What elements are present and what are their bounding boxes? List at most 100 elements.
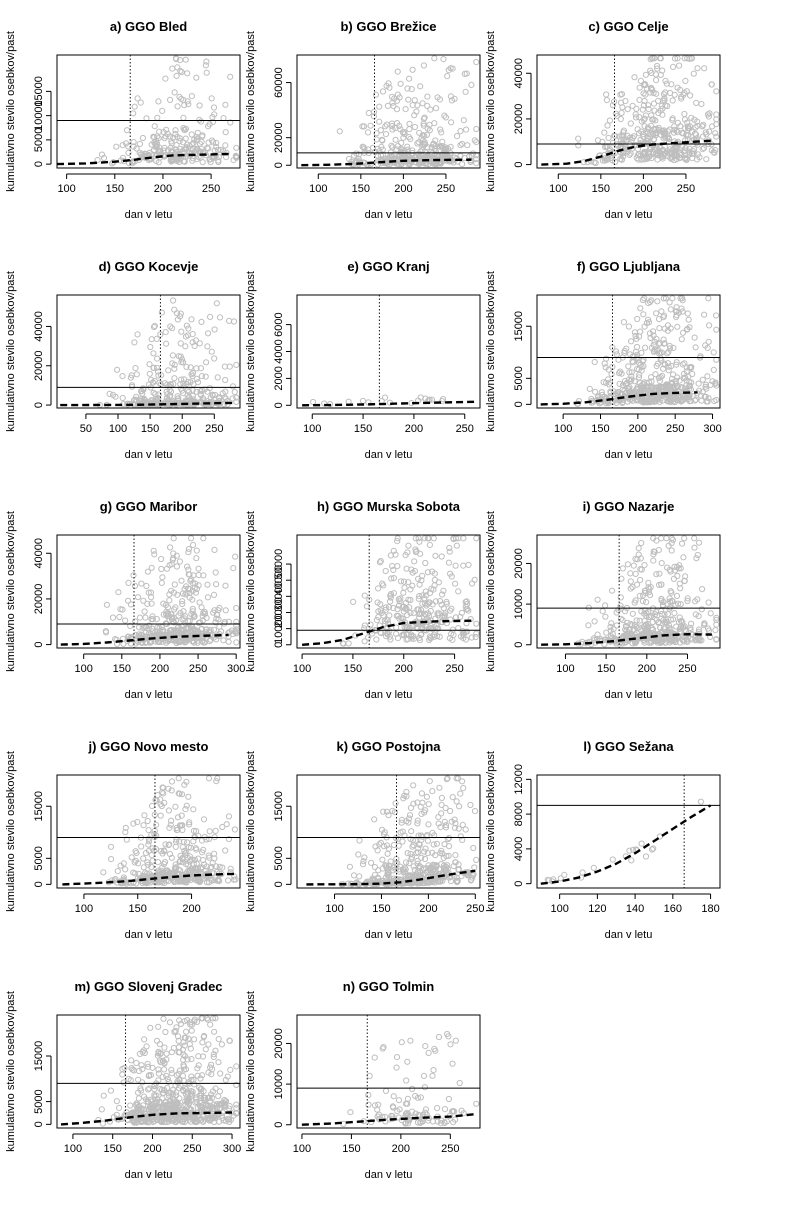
data-point bbox=[234, 640, 239, 645]
data-point bbox=[133, 366, 138, 371]
data-point bbox=[178, 341, 183, 346]
x-tick-label: 200 bbox=[405, 423, 423, 435]
data-point bbox=[200, 160, 205, 165]
x-tick-label: 200 bbox=[151, 663, 169, 675]
data-point bbox=[474, 1101, 479, 1106]
x-tick-label: 250 bbox=[678, 663, 696, 675]
y-tick-label: 0 bbox=[513, 881, 525, 887]
data-point bbox=[620, 618, 625, 623]
x-tick-label: 160 bbox=[664, 903, 682, 915]
data-point bbox=[627, 848, 632, 853]
data-point bbox=[709, 82, 714, 87]
data-point bbox=[171, 298, 176, 303]
y-tick-label: 0 bbox=[33, 881, 45, 887]
data-point bbox=[393, 801, 398, 806]
data-point bbox=[206, 1042, 211, 1047]
data-point bbox=[206, 776, 211, 781]
data-point bbox=[351, 599, 356, 604]
data-point bbox=[602, 130, 607, 135]
data-point bbox=[713, 131, 718, 136]
data-point bbox=[694, 100, 699, 105]
data-point bbox=[450, 1061, 455, 1066]
data-point bbox=[433, 553, 438, 558]
data-point bbox=[472, 809, 477, 814]
data-point bbox=[128, 1103, 133, 1108]
data-point bbox=[427, 542, 432, 547]
data-point bbox=[149, 337, 154, 342]
x-tick-label: 200 bbox=[634, 183, 652, 195]
data-point bbox=[614, 623, 619, 628]
data-point bbox=[690, 371, 695, 376]
data-point bbox=[607, 118, 612, 123]
data-point bbox=[154, 1038, 159, 1043]
data-point bbox=[170, 66, 175, 71]
data-point bbox=[385, 851, 390, 856]
data-point bbox=[223, 143, 228, 148]
data-point bbox=[683, 78, 688, 83]
data-point bbox=[129, 1058, 134, 1063]
data-point bbox=[457, 1080, 462, 1085]
plot-box bbox=[297, 295, 480, 408]
data-point bbox=[136, 1096, 141, 1101]
x-tick-label: 100 bbox=[303, 423, 321, 435]
data-point bbox=[416, 576, 421, 581]
data-point bbox=[172, 376, 177, 381]
data-point bbox=[465, 143, 470, 148]
y-tick-label: 0 bbox=[33, 402, 45, 408]
data-point bbox=[474, 536, 479, 541]
x-tick-label: 150 bbox=[597, 663, 615, 675]
data-point bbox=[170, 353, 175, 358]
data-point bbox=[230, 384, 235, 389]
data-point bbox=[351, 873, 356, 878]
data-point bbox=[412, 124, 417, 129]
data-point bbox=[420, 101, 425, 106]
data-point bbox=[190, 370, 195, 375]
data-point bbox=[626, 324, 631, 329]
data-point bbox=[357, 838, 362, 843]
data-point bbox=[591, 865, 596, 870]
data-point bbox=[447, 545, 452, 550]
y-tick-label: 20000 bbox=[33, 350, 45, 381]
data-point bbox=[217, 315, 222, 320]
data-point bbox=[194, 376, 199, 381]
data-point bbox=[630, 611, 635, 616]
data-point bbox=[203, 1047, 208, 1052]
y-tick-label: 0 bbox=[513, 642, 525, 648]
y-tick-label: 40000 bbox=[33, 311, 45, 342]
x-tick-label: 100 bbox=[293, 663, 311, 675]
data-point bbox=[164, 341, 169, 346]
scatter-points bbox=[576, 56, 719, 166]
data-point bbox=[164, 566, 169, 571]
data-point bbox=[423, 1044, 428, 1049]
data-point bbox=[208, 314, 213, 319]
data-point bbox=[610, 857, 615, 862]
data-point bbox=[407, 127, 412, 132]
data-point bbox=[640, 599, 645, 604]
data-point bbox=[131, 573, 136, 578]
data-point bbox=[104, 602, 109, 607]
data-point bbox=[157, 1042, 162, 1047]
data-point bbox=[632, 75, 637, 80]
data-point bbox=[212, 547, 217, 552]
data-point bbox=[654, 311, 659, 316]
x-axis-label: dan v letu bbox=[365, 209, 413, 221]
data-point bbox=[368, 123, 373, 128]
plot-box bbox=[57, 295, 240, 408]
data-point bbox=[368, 622, 373, 627]
data-point bbox=[410, 67, 415, 72]
data-point bbox=[428, 107, 433, 112]
y-tick-label: 10000 bbox=[513, 589, 525, 620]
data-point bbox=[141, 598, 146, 603]
data-point bbox=[432, 577, 437, 582]
y-tick-label: 0 bbox=[273, 881, 285, 887]
data-point bbox=[655, 299, 660, 304]
data-point bbox=[453, 581, 458, 586]
data-point bbox=[223, 130, 228, 135]
data-point bbox=[204, 70, 209, 75]
data-point bbox=[194, 556, 199, 561]
data-point bbox=[192, 1037, 197, 1042]
